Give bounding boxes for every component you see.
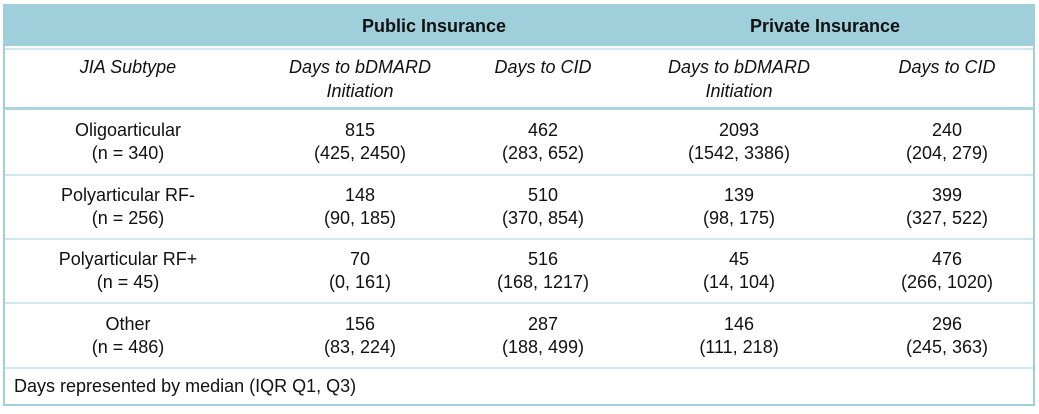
private-bdmard-cell: 2093 (1542, 3386) [617,110,862,176]
subheader-public-cid: Days to CID [469,48,618,110]
median-value: 296 [932,313,963,334]
iqr-value: (283, 652) [501,143,585,163]
iqr-value: (370, 854) [501,208,585,228]
iqr-value: (425, 2450) [313,143,407,163]
subtype-cell: Other (n = 486) [5,304,251,369]
private-cid-cell: 296 (245, 363) [861,304,1034,369]
table-row-oligoarticular: Oligoarticular (n = 340) 815 (425, 2450)… [5,110,1034,176]
insurance-comparison-table-container: Public Insurance Private Insurance JIA S… [3,4,1036,406]
private-cid-cell: 399 (327, 522) [861,176,1034,240]
iqr-value: (83, 224) [323,336,397,357]
subheader-jia-subtype: JIA Subtype [5,48,251,110]
footnote-text: Days represented by median (IQR Q1, Q3) [14,376,357,396]
public-cid-cell: 462 (283, 652) [469,110,618,176]
public-insurance-group-header: Public Insurance [251,6,618,48]
median-value: 45 [729,249,750,269]
median-value: 516 [527,249,559,269]
private-bdmard-cell: 139 (98, 175) [617,176,862,240]
public-cid-cell: 516 (168, 1217) [469,240,618,304]
subheader-private-bdmard-line2: Initiation [705,81,773,101]
subheader-row: JIA Subtype Days to bDMARD Initiation Da… [5,48,1034,110]
subtype-n: (n = 486) [91,336,165,357]
private-bdmard-cell: 146 (111, 218) [617,304,862,369]
subtype-n: (n = 256) [91,208,165,228]
iqr-value: (14, 104) [702,272,776,292]
iqr-value: (98, 175) [702,208,776,228]
private-insurance-group-header: Private Insurance [617,6,1034,48]
subheader-public-bdmard: Days to bDMARD Initiation [251,48,469,110]
subtype-cell: Oligoarticular (n = 340) [5,110,251,176]
subtype-name: Oligoarticular [74,120,182,140]
corner-cell [5,6,251,48]
table-row-polyarticular-rf-pos: Polyarticular RF+ (n = 45) 70 (0, 161) 5… [5,240,1034,304]
column-group-header-row: Public Insurance Private Insurance [5,6,1034,48]
footnote-row: Days represented by median (IQR Q1, Q3) [5,369,1033,404]
subtype-n: (n = 45) [96,272,160,292]
public-bdmard-cell: 815 (425, 2450) [251,110,469,176]
subtype-name: Other [105,313,151,334]
subheader-public-bdmard-line2: Initiation [326,81,394,101]
median-value: 139 [723,185,755,205]
insurance-comparison-table: Public Insurance Private Insurance JIA S… [5,6,1034,404]
median-value: 70 [349,249,371,269]
public-cid-cell: 510 (370, 854) [469,176,618,240]
public-bdmard-cell: 148 (90, 185) [251,176,469,240]
subheader-private-bdmard-line1: Days to bDMARD [668,57,811,77]
median-value: 156 [344,313,376,334]
median-value: 2093 [718,120,760,140]
private-cid-cell: 240 (204, 279) [861,110,1034,176]
subheader-private-bdmard: Days to bDMARD Initiation [617,48,862,110]
private-bdmard-cell: 45 (14, 104) [617,240,862,304]
subheader-public-bdmard-line1: Days to bDMARD [288,57,432,77]
median-value: 476 [932,249,963,269]
median-value: 146 [723,313,755,334]
iqr-value: (266, 1020) [900,272,994,292]
public-bdmard-cell: 156 (83, 224) [251,304,469,369]
subtype-name: Polyarticular RF- [60,185,196,205]
table-row-polyarticular-rf-neg: Polyarticular RF- (n = 256) 148 (90, 185… [5,176,1034,240]
public-bdmard-cell: 70 (0, 161) [251,240,469,304]
median-value: 399 [932,185,963,205]
median-value: 815 [344,120,376,140]
subtype-cell: Polyarticular RF+ (n = 45) [5,240,251,304]
iqr-value: (204, 279) [905,143,989,163]
iqr-value: (111, 218) [699,336,779,357]
iqr-value: (327, 522) [905,208,989,228]
subtype-n: (n = 340) [91,143,165,163]
median-value: 462 [527,120,559,140]
median-value: 510 [527,185,559,205]
iqr-value: (168, 1217) [496,272,590,292]
subtype-name: Polyarticular RF+ [58,249,198,269]
median-value: 240 [932,120,963,140]
median-value: 287 [527,313,559,334]
subheader-private-cid: Days to CID [861,48,1034,110]
subtype-cell: Polyarticular RF- (n = 256) [5,176,251,240]
private-cid-cell: 476 (266, 1020) [861,240,1034,304]
iqr-value: (90, 185) [323,208,397,228]
iqr-value: (0, 161) [328,272,392,292]
median-value: 148 [344,185,376,205]
table-row-other: Other (n = 486) 156 (83, 224) 287 (188, … [5,304,1034,369]
iqr-value: (245, 363) [905,336,989,357]
public-cid-cell: 287 (188, 499) [469,304,618,369]
iqr-value: (1542, 3386) [687,143,791,163]
iqr-value: (188, 499) [501,336,585,357]
